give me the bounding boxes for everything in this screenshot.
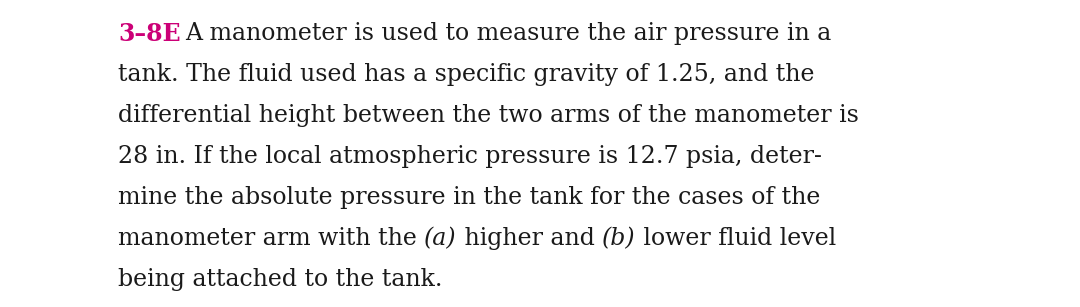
- Text: 28 in. If the local atmospheric pressure is 12.7 psia, deter-: 28 in. If the local atmospheric pressure…: [118, 145, 822, 168]
- Text: A manometer is used to measure the air pressure in a: A manometer is used to measure the air p…: [185, 22, 832, 45]
- Text: mine the absolute pressure in the tank for the cases of the: mine the absolute pressure in the tank f…: [118, 186, 821, 209]
- Text: 3–8E: 3–8E: [118, 22, 180, 46]
- Text: lower fluid level: lower fluid level: [636, 227, 836, 250]
- Text: differential height between the two arms of the manometer is: differential height between the two arms…: [118, 104, 859, 127]
- Text: higher and: higher and: [457, 227, 603, 250]
- Text: (a): (a): [424, 227, 457, 250]
- Text: (b): (b): [603, 227, 636, 250]
- Text: being attached to the tank.: being attached to the tank.: [118, 268, 443, 291]
- Text: manometer arm with the: manometer arm with the: [118, 227, 424, 250]
- Text: tank. The fluid used has a specific gravity of 1.25, and the: tank. The fluid used has a specific grav…: [118, 63, 814, 86]
